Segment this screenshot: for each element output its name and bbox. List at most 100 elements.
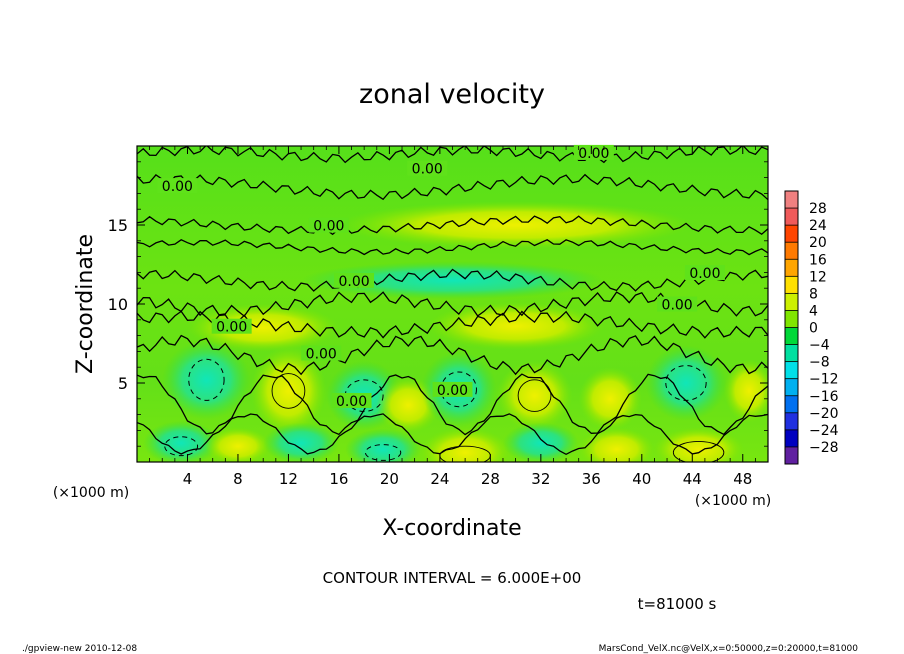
colorbar-label: 24 [809,218,827,234]
contour-label: 0.00 [689,266,720,282]
positive-contour-3 [517,379,552,412]
colorbar-swatch [785,429,798,448]
contour-line-0 [137,146,768,164]
field-anomaly-16 [653,427,745,462]
y-axis-unit: (×1000 m) [53,485,129,501]
y-axis-label: Z-coordinate [73,234,98,374]
x-tick-label: 36 [582,470,601,488]
field-anomaly-18 [427,302,604,350]
y-tick-label: 10 [108,295,128,314]
colorbar-swatch [785,378,798,397]
colorbar-label: 4 [809,303,818,319]
negative-contour-5 [164,436,199,457]
field-anomaly-10 [205,427,271,462]
contour-lines [137,146,768,462]
colorbar-swatch [785,293,798,311]
x-tick-label: 4 [183,470,193,488]
colorbar-label: 28 [809,201,827,217]
contour-label: 0.00 [216,320,247,336]
contour-interval: CONTOUR INTERVAL = 6.000E+00 [323,569,582,587]
contour-label: 0.00 [437,383,468,399]
colorbar-swatch [785,344,798,363]
field-anomaly-11 [263,422,339,462]
time-label: t=81000 s [638,595,717,613]
contour-label: 0.00 [662,298,693,314]
colorbar-label: −28 [809,440,839,456]
contour-label-bg [334,272,375,288]
contour-label: 0.00 [162,179,193,195]
contour-line-6 [137,310,768,339]
x-tick-label: 12 [279,470,298,488]
colorbar-label: 8 [809,286,818,302]
x-tick-label: 44 [683,470,702,488]
field-anomaly-7 [645,345,727,421]
y-axis-ticks: 5 10 15 [108,161,768,447]
contour-labels: 0.00 0.00 0.00 0.00 0.00 0.00 0.00 0.00 0.00 0.00… [157,144,725,410]
field-anomaly-19 [301,261,604,300]
contour-label: 0.00 [313,219,344,235]
contour-label-bg [407,160,448,176]
x-tick-label: 28 [481,470,500,488]
field-anomaly-1 [250,346,327,436]
contour-label-bg [301,345,342,361]
colorbar-swatch [785,191,798,209]
field-anomaly-14 [502,422,579,462]
contour-line-5 [137,291,768,318]
colorbar-label: 16 [809,252,827,268]
x-tick-label: 48 [733,470,752,488]
x-tick-label: 20 [380,470,399,488]
colorbar-label: 0 [809,321,818,337]
colorbar-swatch [785,412,798,431]
x-axis-ticks: 4 8 12 16 20 24 28 32 36 40 44 48 [149,146,756,488]
contour-label-bg [684,264,725,280]
contour-label: 0.00 [338,274,369,290]
field-anomaly-6 [578,367,642,431]
colorbar-swatch [785,310,798,328]
field-anomalies [143,201,768,462]
x-axis-unit: (×1000 m) [695,493,771,509]
x-tick-label: 8 [233,470,243,488]
contour-line-2 [137,215,768,236]
x-tick-label: 32 [531,470,550,488]
colorbar-label: 20 [809,235,827,251]
contour-line-1 [137,173,768,201]
colorbar-label: −24 [809,423,839,439]
x-tick-label: 16 [329,470,348,488]
colorbar-label: −4 [809,338,830,354]
contour-label-bg [331,392,372,408]
colorbar-swatch [785,225,798,243]
contour-line-7 [137,334,768,376]
y-tick-label: 5 [118,374,128,393]
x-tick-label: 24 [430,470,449,488]
field-anomaly-20 [338,201,693,249]
colorbar-swatch [785,446,798,465]
field-anomaly-8 [723,359,768,423]
contour-label: 0.00 [336,394,367,410]
contour-label-bg [308,217,349,233]
footer-left: ./gpview-new 2010-12-08 [22,644,137,654]
chart-title: zonal velocity [359,79,545,110]
contour-label-bg [211,318,252,334]
footer-right: MarsCond_VelX.nc@VelX,x=0:50000,z=0:2000… [599,644,859,654]
negative-contour-3 [665,365,707,401]
colorbar-swatch [785,395,798,414]
x-tick-label: 40 [632,470,651,488]
field-anomaly-12 [345,428,421,462]
field-anomaly-15 [578,427,655,462]
positive-contour-1 [672,441,725,462]
field-anomaly-13 [419,427,511,462]
field-anomaly-5 [496,360,573,431]
contour-line-3 [137,239,768,256]
negative-contour-0 [188,358,225,401]
contour-line-9 [137,413,768,456]
x-axis-label: X-coordinate [382,516,521,541]
field-anomaly-9 [143,420,220,462]
contour-label-bg [157,178,198,194]
contour-label-bg [432,381,473,397]
colorbar-label: −8 [809,355,830,371]
colorbar-swatch [785,276,798,294]
colorbar-label: 12 [809,269,827,285]
colorbar-label: −20 [809,406,839,422]
colorbar-swatch [785,242,798,260]
